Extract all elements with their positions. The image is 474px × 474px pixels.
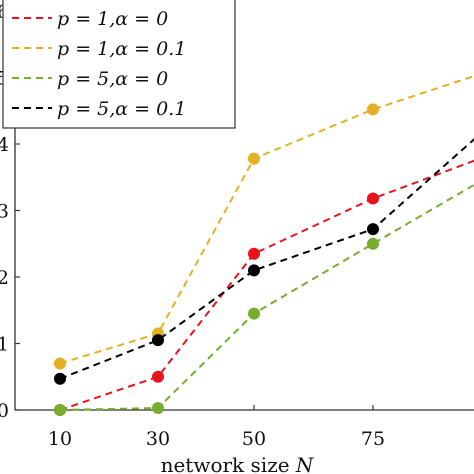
data-point — [248, 152, 260, 165]
legend-entry: p = 5,α = 0 — [57, 68, 168, 90]
x-axis-label: network size N — [161, 453, 315, 474]
y-tick-label: 4 — [0, 134, 9, 156]
data-point — [367, 103, 379, 116]
data-point — [367, 223, 379, 236]
data-point — [152, 370, 164, 383]
data-point — [367, 237, 379, 250]
data-point — [248, 247, 260, 260]
data-point — [54, 357, 66, 370]
series-line — [59, 183, 474, 411]
data-point — [54, 404, 66, 416]
legend-entry: p = 1,α = 0 — [57, 8, 168, 30]
series-2 — [54, 75, 474, 370]
data-point — [152, 402, 164, 415]
series-4 — [54, 138, 474, 385]
data-point — [367, 192, 379, 205]
legend: p = 1,α = 0 p = 1,α = 0.1 p = 5,α = 0 p = 5… — [2, 0, 236, 129]
legend-entry: p = 1,α = 0.1 — [57, 38, 186, 60]
x-tick-label: 50 — [242, 428, 266, 450]
data-point — [54, 372, 66, 385]
legend-box — [2, 0, 236, 129]
y-tick-label: 3 — [0, 201, 9, 223]
y-tick-label: 0 — [0, 400, 9, 422]
series-line — [59, 138, 474, 380]
series-3 — [54, 183, 474, 416]
series-line — [59, 159, 474, 411]
x-tick-label: 10 — [48, 428, 72, 450]
data-point — [152, 334, 164, 347]
x-tick-label: 30 — [146, 428, 170, 450]
series-layer — [54, 75, 474, 416]
x-tick-label: 75 — [361, 428, 385, 450]
series-1 — [54, 159, 474, 416]
data-point — [248, 264, 260, 277]
data-point — [248, 307, 260, 320]
y-tick-label: 1 — [0, 334, 9, 356]
y-tick-label: 2 — [0, 267, 9, 289]
legend-entry: p = 5,α = 0.1 — [57, 98, 186, 120]
